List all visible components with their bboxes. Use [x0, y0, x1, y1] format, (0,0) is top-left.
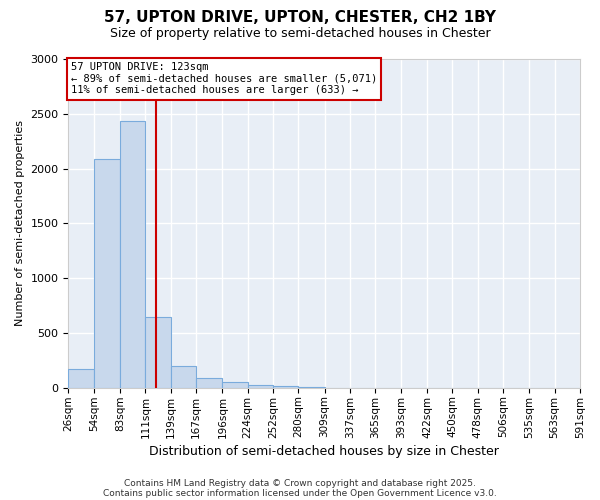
Text: Contains public sector information licensed under the Open Government Licence v3: Contains public sector information licen…: [103, 488, 497, 498]
Text: Size of property relative to semi-detached houses in Chester: Size of property relative to semi-detach…: [110, 28, 490, 40]
Text: 57 UPTON DRIVE: 123sqm
← 89% of semi-detached houses are smaller (5,071)
11% of : 57 UPTON DRIVE: 123sqm ← 89% of semi-det…: [71, 62, 377, 96]
Text: Contains HM Land Registry data © Crown copyright and database right 2025.: Contains HM Land Registry data © Crown c…: [124, 478, 476, 488]
Bar: [298, 387, 325, 388]
Bar: [68, 368, 94, 388]
Bar: [273, 386, 298, 388]
Y-axis label: Number of semi-detached properties: Number of semi-detached properties: [15, 120, 25, 326]
Bar: [171, 366, 196, 388]
Bar: [248, 384, 273, 388]
Bar: [223, 382, 248, 388]
X-axis label: Distribution of semi-detached houses by size in Chester: Distribution of semi-detached houses by …: [149, 444, 499, 458]
Bar: [94, 158, 120, 388]
Bar: [196, 378, 223, 388]
Bar: [120, 122, 145, 388]
Bar: [145, 316, 171, 388]
Text: 57, UPTON DRIVE, UPTON, CHESTER, CH2 1BY: 57, UPTON DRIVE, UPTON, CHESTER, CH2 1BY: [104, 10, 496, 25]
